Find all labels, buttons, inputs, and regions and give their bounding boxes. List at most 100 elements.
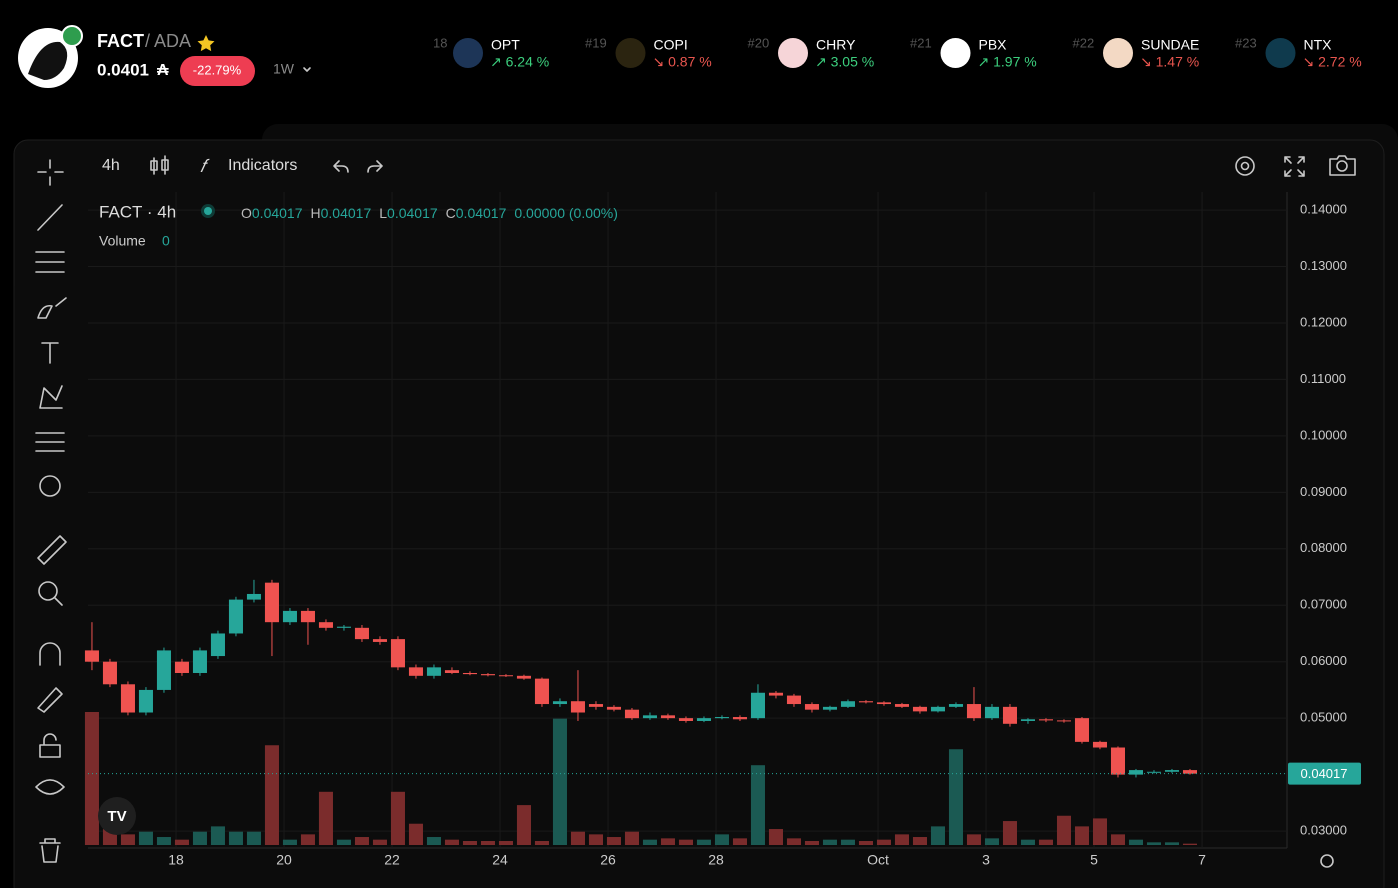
- indicators-button[interactable]: Indicators: [228, 157, 297, 174]
- candle-body: [462, 672, 477, 675]
- candle-body: [804, 704, 819, 710]
- tv-logo[interactable]: [98, 797, 136, 835]
- x-tick-label: 20: [276, 852, 292, 868]
- candle-body: [624, 709, 639, 719]
- candle-body: [138, 689, 153, 713]
- candle-body: [966, 704, 981, 719]
- legend-l: L: [379, 205, 387, 221]
- candle-body: [696, 718, 711, 721]
- volume-bar: [840, 839, 855, 845]
- y-tick-label: 0.14000: [1300, 202, 1347, 217]
- volume-bar: [804, 841, 819, 845]
- legend-high: 0.04017: [321, 205, 372, 221]
- pattern-tool[interactable]: [39, 385, 63, 409]
- logo[interactable]: [18, 25, 83, 88]
- text-tool[interactable]: [41, 342, 59, 364]
- ticker-symbol: OPT: [491, 37, 520, 53]
- chart-type-button[interactable]: [150, 155, 169, 175]
- volume-bar: [1164, 842, 1179, 845]
- ticker-icon[interactable]: [615, 38, 646, 68]
- ticker-change: ↗ 3.05 %: [815, 54, 874, 70]
- candle-body: [588, 704, 603, 707]
- candle-body: [822, 706, 837, 710]
- candle-body: [498, 675, 513, 677]
- emoji-tool[interactable]: [39, 475, 61, 497]
- volume-bar: [354, 837, 369, 845]
- fib-tool[interactable]: [35, 251, 65, 273]
- ticker-change: ↗ 1.97 %: [978, 54, 1037, 70]
- ohlc-legend: O0.04017 H0.04017 L0.04017 C0.04017 0.00000 …: [241, 205, 618, 221]
- lock-draw-tool[interactable]: [37, 687, 63, 713]
- screenshot-lens: [1336, 160, 1348, 172]
- tv-logo-mark: TV: [107, 808, 126, 825]
- redo[interactable]: [367, 160, 383, 173]
- y-tick-label: 0.03000: [1300, 823, 1347, 838]
- candle-body: [1146, 771, 1161, 773]
- candle-body: [1182, 770, 1197, 774]
- candle-body: [732, 717, 747, 720]
- candle-body: [390, 639, 405, 668]
- lock-tool[interactable]: [39, 733, 61, 758]
- y-tick-label: 0.12000: [1300, 314, 1347, 329]
- x-tick-label: 28: [708, 852, 724, 868]
- ticker-icon[interactable]: [1103, 38, 1133, 68]
- ticker-icon[interactable]: [1265, 38, 1296, 68]
- ticker-icon[interactable]: [778, 38, 808, 68]
- volume-bar: [390, 791, 405, 845]
- brush-tool[interactable]: [37, 297, 67, 319]
- delete-tool[interactable]: [39, 838, 61, 863]
- candle-body: [210, 633, 225, 657]
- volume-bar: [696, 839, 711, 845]
- timeframe-button[interactable]: 4h: [102, 157, 120, 174]
- candle-body: [678, 718, 693, 721]
- volume-bar: [984, 838, 999, 845]
- y-tick-label: 0.07000: [1300, 597, 1347, 612]
- candle-body: [300, 610, 315, 623]
- ticker-icon[interactable]: [940, 38, 971, 68]
- volume-bar: [1038, 839, 1053, 845]
- candle-body: [228, 599, 243, 634]
- undo[interactable]: [333, 160, 349, 173]
- y-tick-label: 0.09000: [1300, 484, 1347, 499]
- settings[interactable]: [1235, 156, 1255, 176]
- trendline-tool[interactable]: [37, 204, 63, 231]
- favorite-star[interactable]: [197, 35, 215, 52]
- candle-body: [1056, 720, 1071, 722]
- candle-body: [1110, 747, 1125, 775]
- zoom-tool[interactable]: [38, 581, 58, 601]
- candle-body: [894, 704, 909, 707]
- volume-bar: [930, 826, 945, 845]
- fullscreen[interactable]: [1284, 156, 1305, 177]
- ticker-symbol: PBX: [979, 37, 1008, 53]
- volume-bar: [858, 841, 873, 845]
- candle-body: [570, 701, 585, 713]
- x-tick-label: 7: [1198, 852, 1206, 868]
- volume-label: Volume: [99, 233, 146, 249]
- volume-bar: [408, 823, 423, 845]
- volume-bar: [480, 841, 495, 845]
- x-tick-label: 3: [982, 852, 990, 868]
- magnet-tool[interactable]: [39, 642, 61, 666]
- ruler-tool[interactable]: [37, 535, 67, 565]
- axis-settings[interactable]: [1320, 854, 1334, 868]
- candle-body: [930, 706, 945, 712]
- visibility-tool[interactable]: [35, 779, 65, 795]
- ticker-icon[interactable]: [453, 38, 483, 68]
- candle-body: [354, 627, 369, 640]
- logo-badge: [61, 25, 83, 47]
- logo-shape: [28, 41, 68, 80]
- volume-bar: [462, 841, 477, 845]
- screenshot[interactable]: [1329, 155, 1356, 176]
- crosshair-tool[interactable]: [37, 159, 64, 186]
- legend-h: H: [311, 205, 321, 221]
- volume-bar: [120, 834, 135, 845]
- volume-bar: [750, 765, 765, 845]
- y-tick-label: 0.10000: [1300, 427, 1347, 442]
- volume-value: 0: [162, 233, 170, 249]
- interval-select[interactable]: 1W: [273, 61, 295, 77]
- currency: ₳: [157, 62, 169, 79]
- prediction-tool[interactable]: [35, 432, 65, 452]
- zoom-handle: [54, 597, 63, 606]
- chevron: [303, 67, 311, 72]
- volume-bar: [678, 839, 693, 845]
